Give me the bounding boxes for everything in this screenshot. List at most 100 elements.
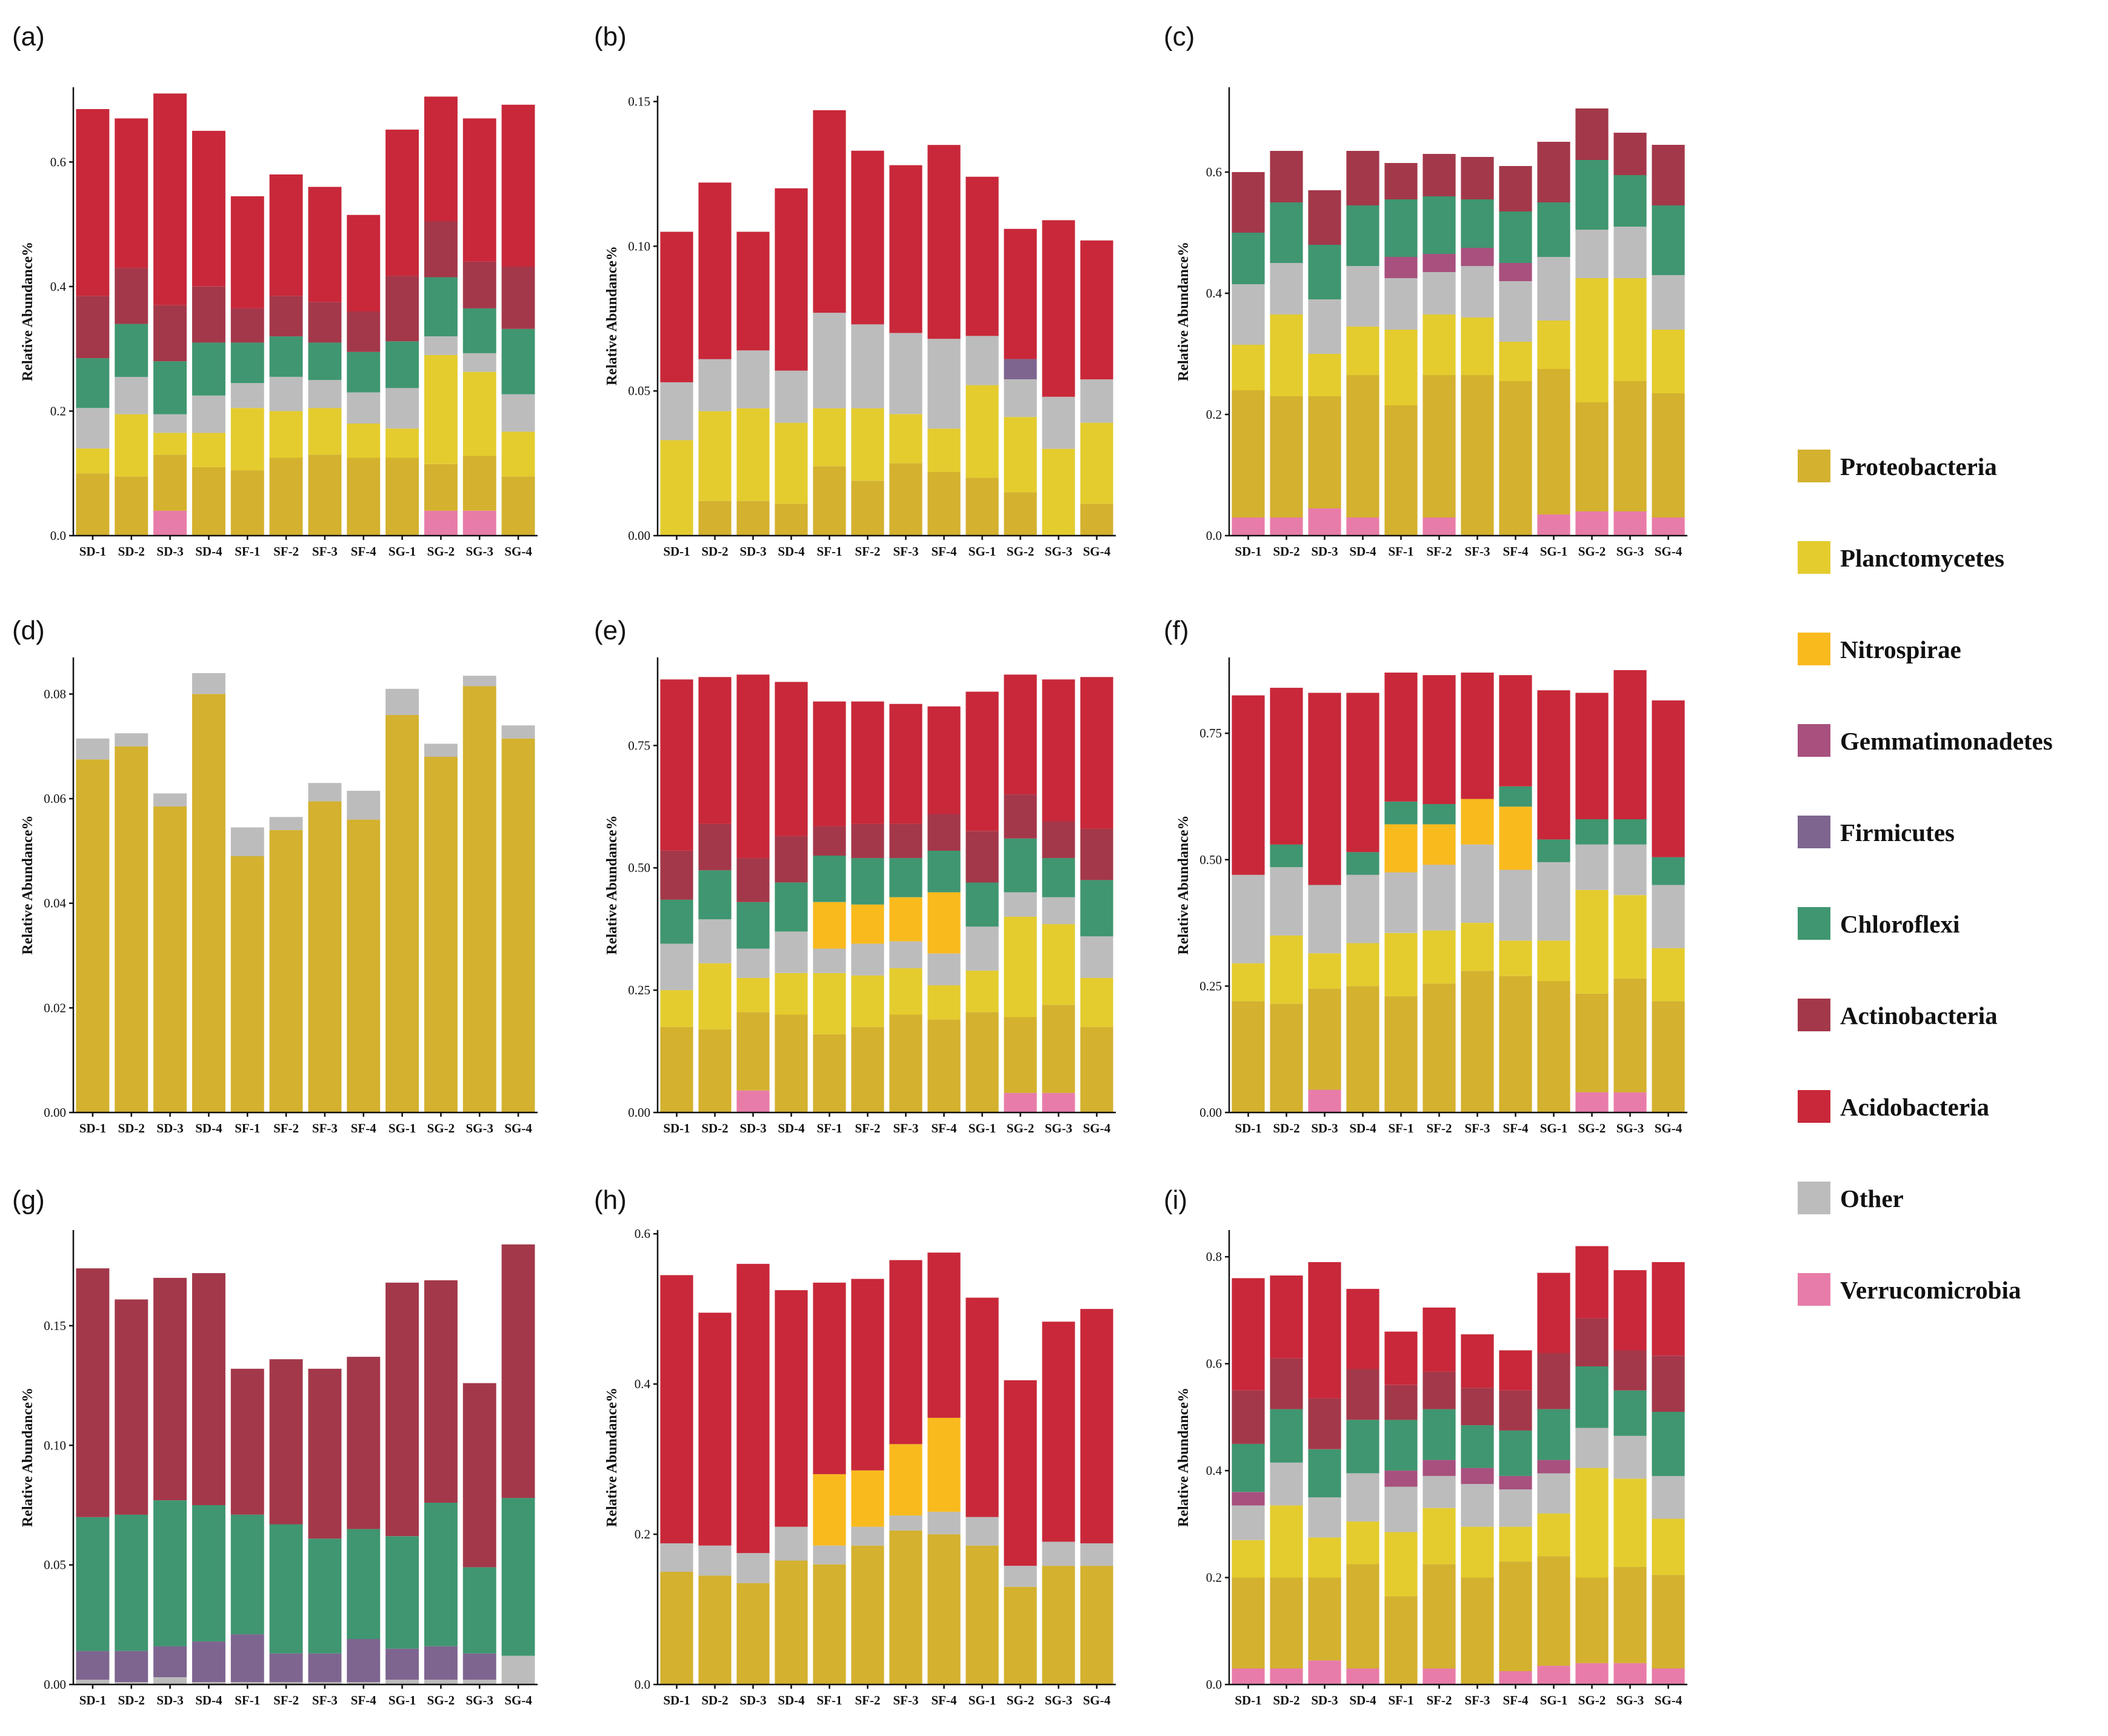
bars — [76, 1244, 535, 1684]
x-tick-label: SF-3 — [893, 1121, 919, 1136]
bar-other-sf-3 — [308, 1682, 342, 1684]
bar-proteobacteria-sg-4 — [1080, 1026, 1113, 1112]
bar-other-sd-2 — [1270, 867, 1303, 936]
bar-chloroflexi-sd-2 — [1270, 844, 1303, 868]
bar-actinobacteria-sf-3 — [308, 302, 342, 343]
bar-firmicutes-sg-3 — [462, 1653, 496, 1680]
bar-other-sg-1 — [966, 336, 999, 385]
bar-chloroflexi-sg-3 — [462, 1567, 496, 1654]
bar-acidobacteria-sg-1 — [1537, 1272, 1570, 1353]
bar-chloroflexi-sf-4 — [1499, 786, 1532, 807]
bar-planctomycetes-sg-4 — [501, 431, 535, 477]
panel-label: (b) — [594, 22, 627, 52]
chart-panel-8: (h) SD-1 SD-2 SD-3 SD-4 SF-1 SF-2 SF-3 SF-4 SG-1 S… — [594, 1185, 1116, 1708]
chart-panel-5: (e) SD-1 SD-2 SD-3 SD-4 SF-1 SF-2 SF-3 SF-4 SG-1 S… — [594, 616, 1116, 1136]
bars — [76, 93, 535, 536]
bar-other-sg-1 — [1537, 862, 1570, 941]
bar-proteobacteria-sd-4 — [775, 1014, 808, 1112]
bar-chloroflexi-sd-1 — [1232, 233, 1265, 284]
bar-actinobacteria-sf-1 — [230, 308, 264, 343]
legend-swatch-nitrospirae — [1798, 633, 1830, 665]
bar-proteobacteria-sd-4 — [192, 694, 225, 1112]
bar-verrucomicrobia-sg-3 — [1613, 1663, 1647, 1684]
bar-chloroflexi-sd-4 — [192, 342, 225, 396]
bar-other-sd-4 — [775, 931, 808, 973]
y-axis-label: Relative Abundance% — [1176, 242, 1192, 381]
bar-proteobacteria-sf-3 — [308, 801, 342, 1112]
bar-chloroflexi-sg-3 — [1613, 1390, 1647, 1436]
bar-proteobacteria-sf-2 — [1423, 1564, 1456, 1669]
legend-label-nitrospirae: Nitrospirae — [1840, 636, 1961, 663]
bar-acidobacteria-sd-1 — [1232, 695, 1265, 875]
bar-other-sd-3 — [736, 948, 770, 978]
bar-acidobacteria-sd-1 — [660, 231, 693, 382]
bar-planctomycetes-sf-3 — [889, 968, 922, 1015]
legend-label-other: Other — [1840, 1185, 1904, 1212]
bar-acidobacteria-sg-3 — [462, 118, 496, 262]
chart-panel-2: (b) SD-1 SD-2 SD-3 SD-4 SF-1 SF-2 SF-3 SF-4 SG-1 S… — [594, 22, 1116, 559]
bar-nitrospirae-sf-3 — [1461, 799, 1494, 845]
x-tick-label: SF-4 — [1503, 1121, 1529, 1136]
bar-planctomycetes-sg-3 — [1613, 278, 1647, 381]
bar-other-sd-2 — [115, 1682, 148, 1684]
bar-actinobacteria-sg-4 — [1652, 1355, 1685, 1412]
bars — [1232, 108, 1685, 536]
bar-proteobacteria-sd-3 — [1308, 396, 1341, 508]
x-tick-label: SD-2 — [118, 1693, 145, 1708]
bar-verrucomicrobia-sg-4 — [1652, 1668, 1685, 1684]
bar-actinobacteria-sg-2 — [1575, 108, 1609, 160]
bar-planctomycetes-sg-2 — [1575, 890, 1609, 994]
bar-actinobacteria-sf-4 — [347, 1357, 381, 1529]
x-tick-label: SF-4 — [932, 1693, 958, 1708]
bar-other-sf-3 — [889, 1515, 922, 1531]
bar-proteobacteria-sg-3 — [1613, 1566, 1647, 1663]
x-tick-label: SD-1 — [79, 544, 106, 559]
bar-proteobacteria-sf-1 — [230, 856, 264, 1112]
bar-planctomycetes-sd-1 — [660, 990, 693, 1027]
bar-actinobacteria-sf-4 — [1499, 166, 1532, 211]
bar-actinobacteria-sd-3 — [153, 305, 187, 362]
bar-proteobacteria-sg-4 — [1652, 1575, 1685, 1669]
bar-chloroflexi-sd-1 — [76, 1517, 110, 1651]
bar-proteobacteria-sf-3 — [889, 1530, 922, 1684]
bar-acidobacteria-sd-1 — [660, 679, 693, 851]
bar-other-sg-1 — [385, 388, 419, 429]
bar-chloroflexi-sd-3 — [1308, 1449, 1341, 1498]
bar-other-sf-2 — [851, 324, 884, 408]
bar-proteobacteria-sd-2 — [115, 476, 148, 536]
bar-planctomycetes-sf-4 — [347, 424, 381, 458]
bar-acidobacteria-sf-3 — [1461, 1334, 1494, 1388]
bar-actinobacteria-sg-1 — [385, 1282, 419, 1537]
bar-verrucomicrobia-sd-2 — [1270, 517, 1303, 536]
bar-actinobacteria-sd-2 — [698, 823, 732, 871]
x-tick-label: SG-2 — [1578, 544, 1606, 559]
bar-acidobacteria-sd-3 — [1308, 693, 1341, 885]
bar-other-sd-3 — [736, 1553, 770, 1583]
bar-other-sd-1 — [660, 382, 693, 441]
y-tick-label: 0.25 — [628, 983, 650, 997]
bar-gemmatimonadetes-sf-4 — [1499, 263, 1532, 281]
bar-chloroflexi-sf-1 — [230, 342, 264, 384]
bar-chloroflexi-sf-1 — [1384, 199, 1418, 257]
bar-gemmatimonadetes-sd-1 — [1232, 1492, 1265, 1506]
bar-acidobacteria-sg-1 — [966, 691, 999, 831]
bar-other-sf-4 — [1499, 1489, 1532, 1527]
bar-chloroflexi-sf-3 — [1461, 1425, 1494, 1468]
bar-other-sg-4 — [501, 394, 535, 432]
x-tick-label: SD-1 — [1235, 544, 1261, 559]
bar-actinobacteria-sg-2 — [1004, 794, 1037, 839]
x-tick-label: SD-2 — [701, 544, 728, 559]
bar-proteobacteria-sd-3 — [1308, 988, 1341, 1090]
y-tick-label: 0.05 — [44, 1558, 66, 1572]
bar-nitrospirae-sf-2 — [851, 1470, 884, 1527]
bar-other-sf-4 — [347, 791, 381, 820]
bar-verrucomicrobia-sg-3 — [1613, 1092, 1647, 1112]
bar-planctomycetes-sd-2 — [1270, 1505, 1303, 1578]
bar-actinobacteria-sd-4 — [1346, 1369, 1379, 1420]
bar-acidobacteria-sf-4 — [927, 1252, 961, 1418]
bar-other-sg-2 — [1004, 1566, 1037, 1587]
y-tick-label: 0.4 — [1206, 1463, 1222, 1478]
bar-proteobacteria-sg-4 — [1652, 393, 1685, 517]
bar-acidobacteria-sd-4 — [192, 130, 225, 287]
bar-proteobacteria-sd-4 — [1346, 986, 1379, 1112]
